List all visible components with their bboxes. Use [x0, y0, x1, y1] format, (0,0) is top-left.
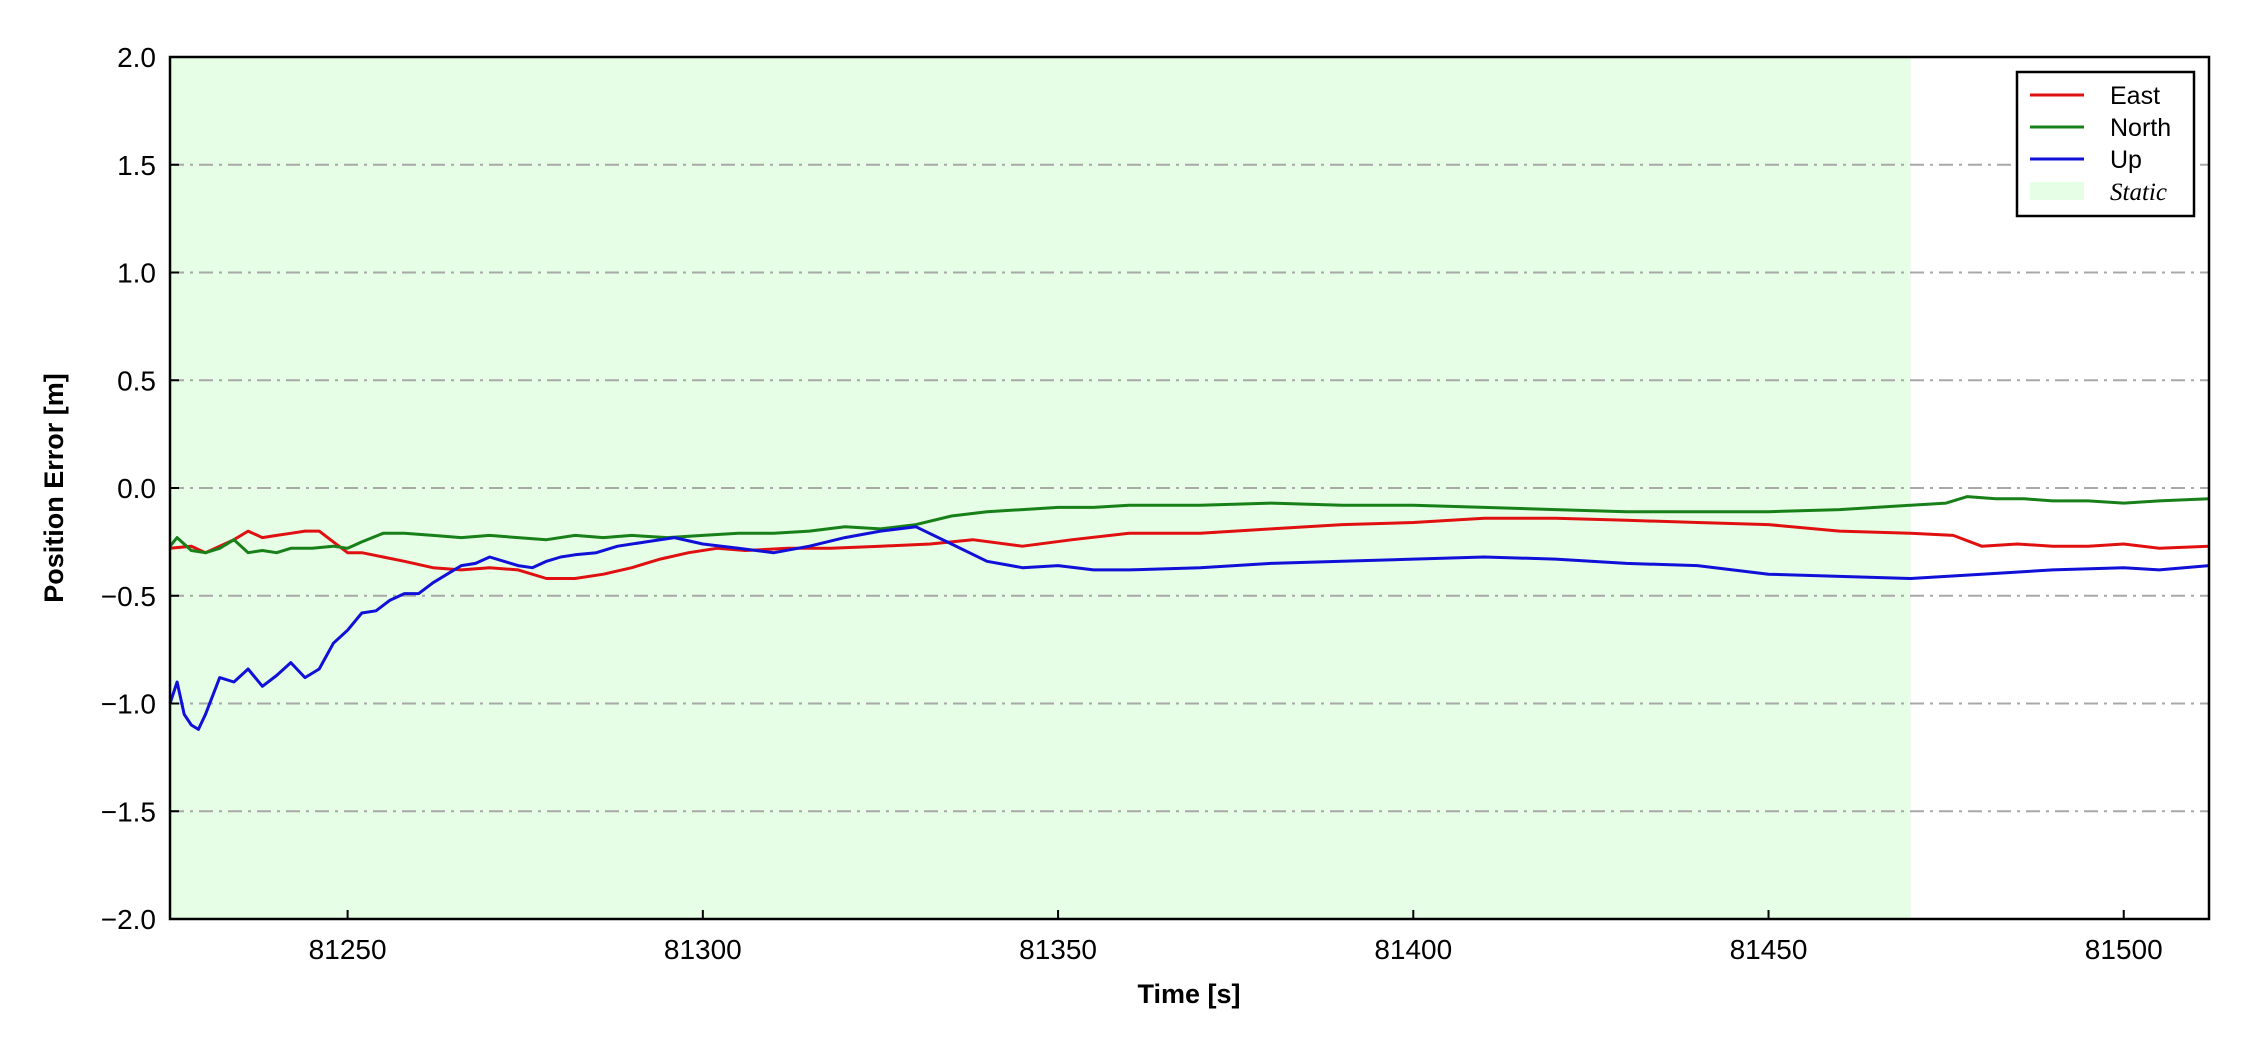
x-tick-label-0: 81250: [309, 934, 387, 965]
legend-label-east: East: [2110, 82, 2160, 110]
y-tick-label-1: −1.5: [101, 796, 156, 827]
x-tick-label-5: 81500: [2085, 934, 2163, 965]
x-tick-label-4: 81450: [1730, 934, 1808, 965]
x-axis-title: Time [s]: [1137, 979, 1240, 1009]
legend-label-north: North: [2110, 114, 2171, 142]
y-tick-label-8: 2.0: [117, 42, 156, 73]
legend-label-static: Static: [2110, 179, 2167, 206]
y-tick-label-2: −1.0: [101, 689, 156, 720]
y-tick-label-7: 1.5: [117, 150, 156, 181]
legend-label-up: Up: [2110, 146, 2142, 174]
y-tick-label-5: 0.5: [117, 365, 156, 396]
legend-swatch-static: [2030, 182, 2084, 200]
x-tick-label-2: 81350: [1019, 934, 1097, 965]
series-line-up: [168, 525, 2210, 731]
grid-layer: [170, 163, 2209, 813]
tick-layer: 81250 81300 81350 81400 81450 81500 −2.0 −1.5 −1…: [101, 42, 2163, 965]
y-tick-label-3: −0.5: [101, 581, 156, 612]
x-tick-label-3: 81400: [1374, 934, 1452, 965]
legend: East North Up Static: [2015, 70, 2196, 218]
series-layer: [168, 495, 2210, 731]
y-tick-label-4: 0.0: [117, 473, 156, 504]
series-line-north: [168, 495, 2210, 555]
x-tick-label-1: 81300: [664, 934, 742, 965]
y-axis-title: Position Error [m]: [39, 373, 69, 603]
y-tick-label-0: −2.0: [101, 904, 156, 935]
y-tick-label-6: 1.0: [117, 258, 156, 289]
